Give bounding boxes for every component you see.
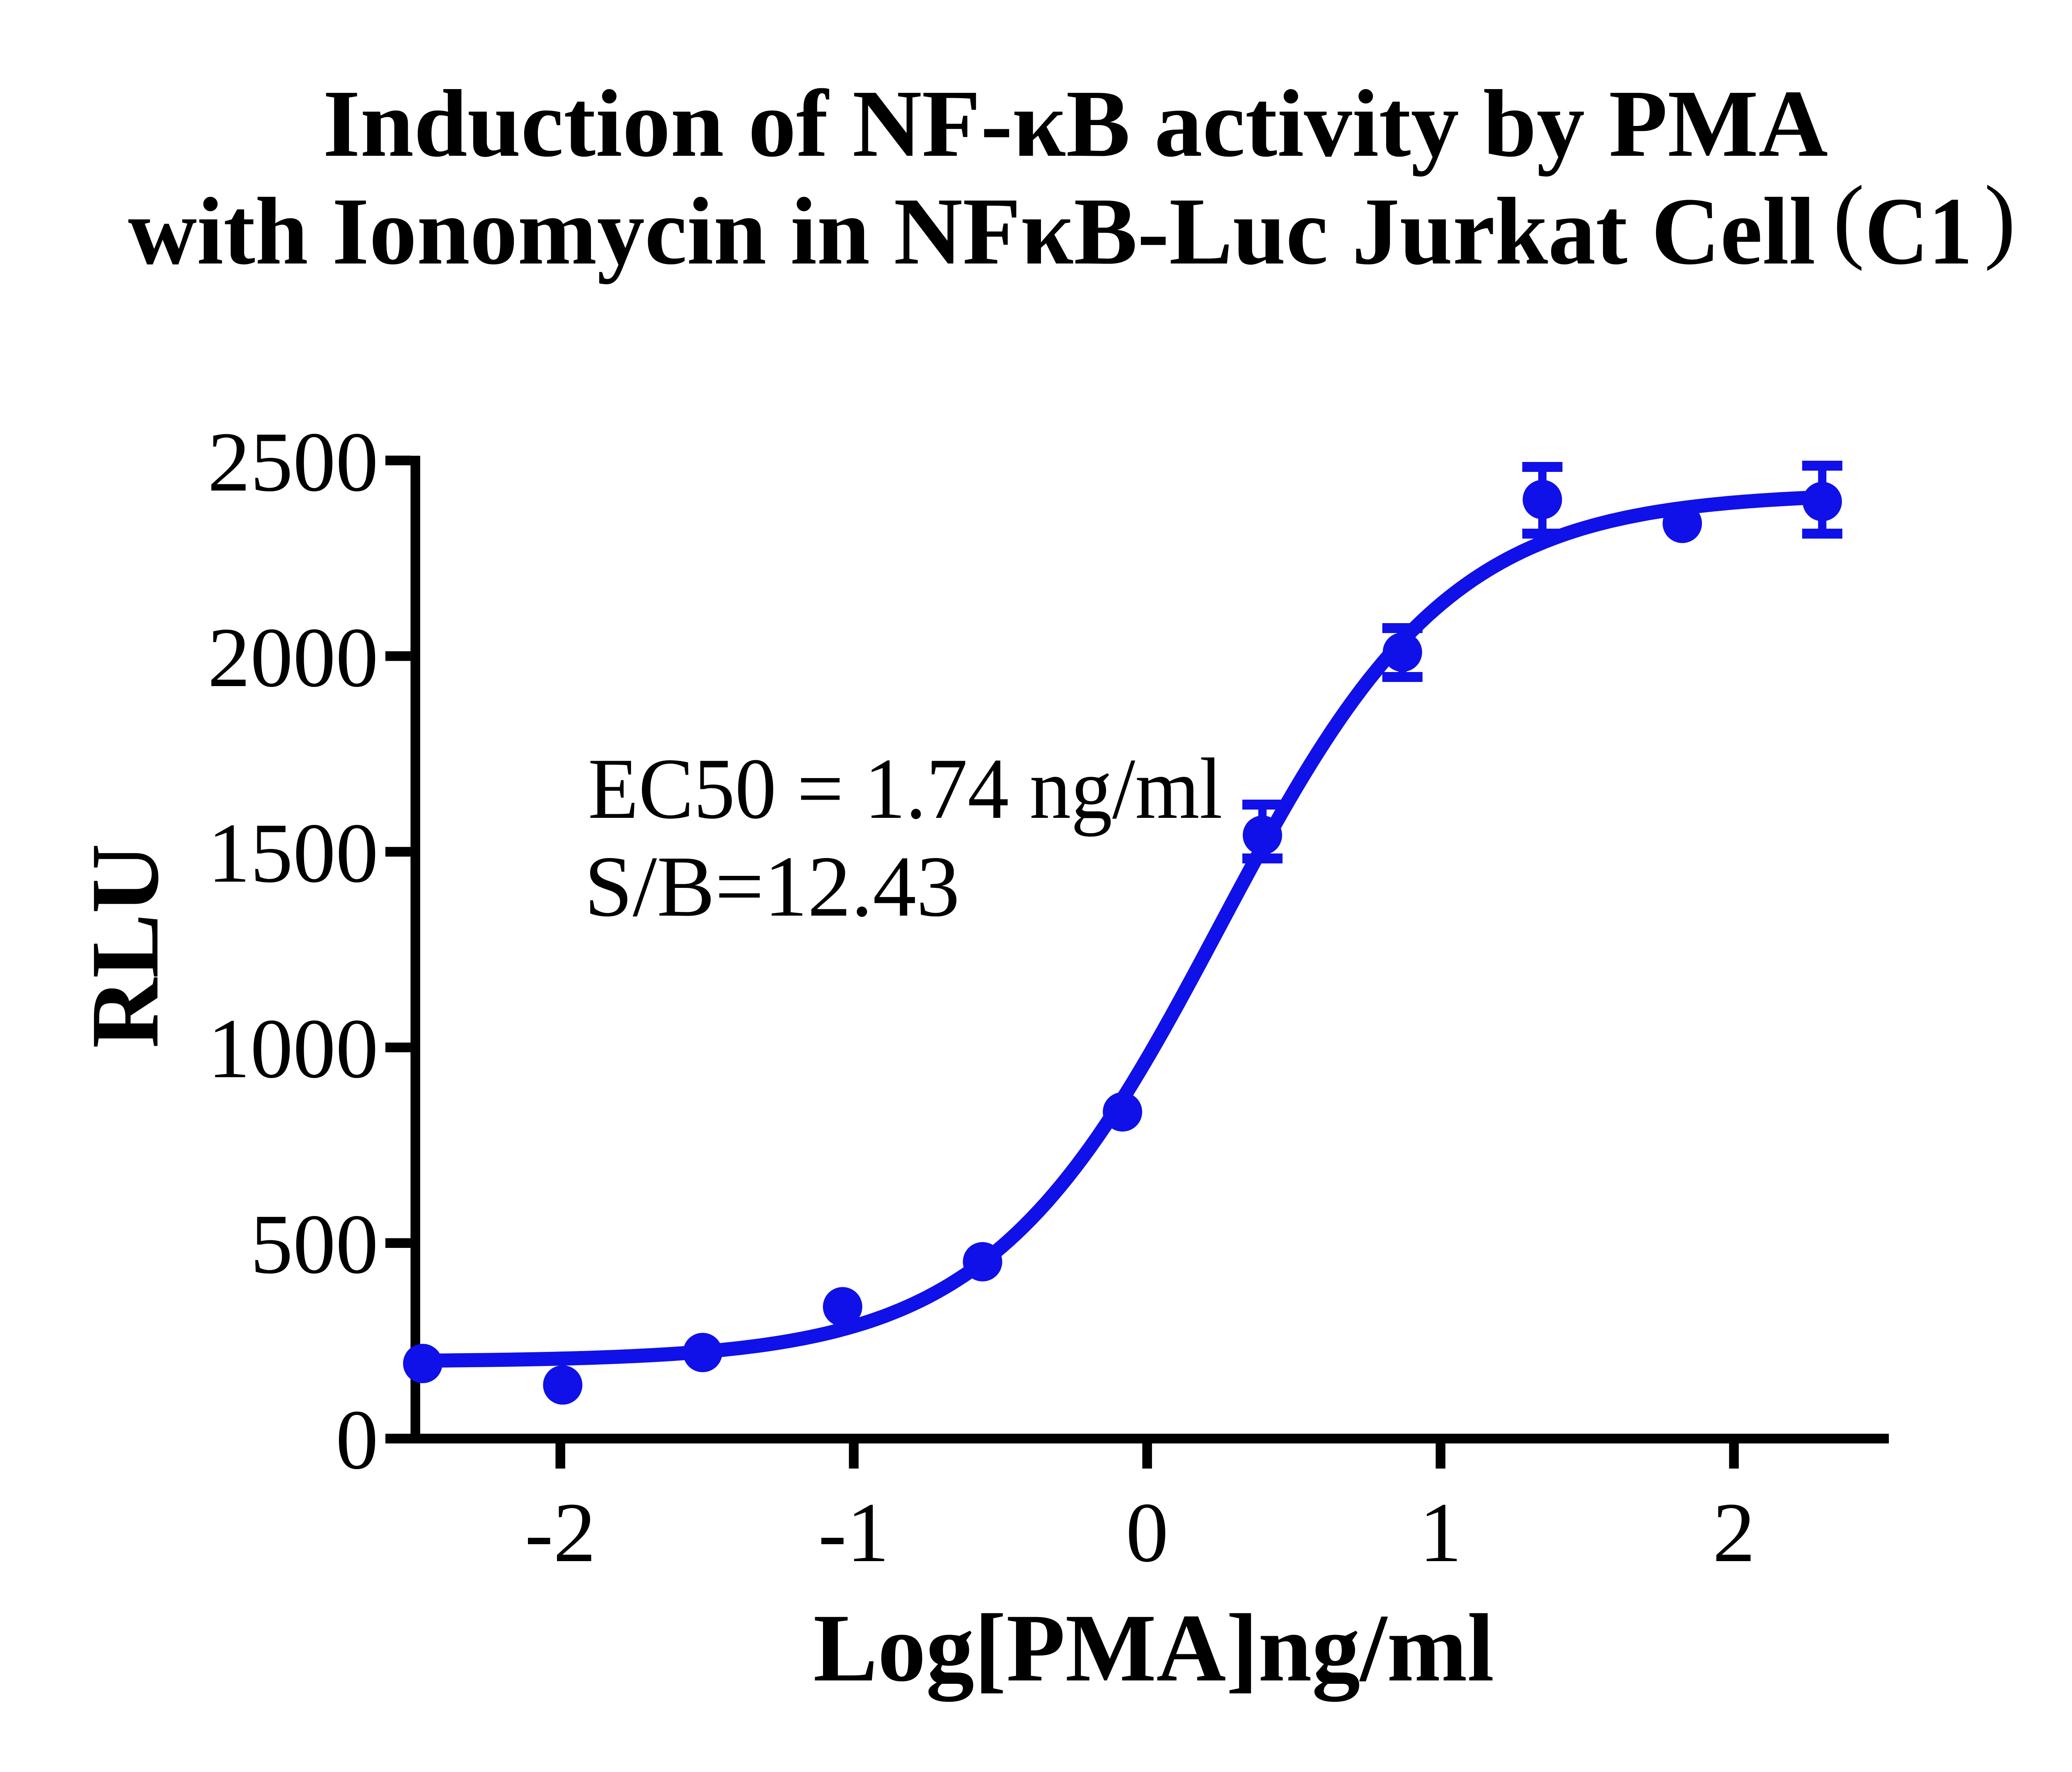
svg-text:0: 0 [1126,1485,1169,1580]
svg-text:1000: 1000 [208,1001,378,1096]
svg-text:2000: 2000 [208,610,378,705]
svg-text:RLU: RLU [71,844,179,1048]
svg-text:C1: C1 [1865,178,1973,285]
svg-text:2: 2 [1713,1485,1755,1580]
svg-text:2500: 2500 [208,414,378,509]
svg-text:with Ionomycin in NFκB-Luc Jur: with Ionomycin in NFκB-Luc Jurkat Cell [128,178,1815,285]
svg-text:S/B=12.43: S/B=12.43 [584,839,960,935]
svg-text:1: 1 [1419,1485,1462,1580]
svg-text:(: ( [1833,166,1864,271]
svg-text:-1: -1 [818,1485,889,1580]
svg-text:500: 500 [250,1197,378,1291]
svg-text:-2: -2 [525,1485,596,1580]
svg-text:0: 0 [336,1392,378,1487]
svg-text:EC50 = 1.74 ng/ml: EC50 = 1.74 ng/ml [588,741,1222,837]
svg-text:Induction of NF-κB activity by: Induction of NF-κB activity by PMA [323,70,1828,177]
svg-text:Log[PMA]ng/ml: Log[PMA]ng/ml [813,1594,1494,1702]
svg-text:): ) [1984,166,2016,271]
svg-text:1500: 1500 [208,805,378,900]
